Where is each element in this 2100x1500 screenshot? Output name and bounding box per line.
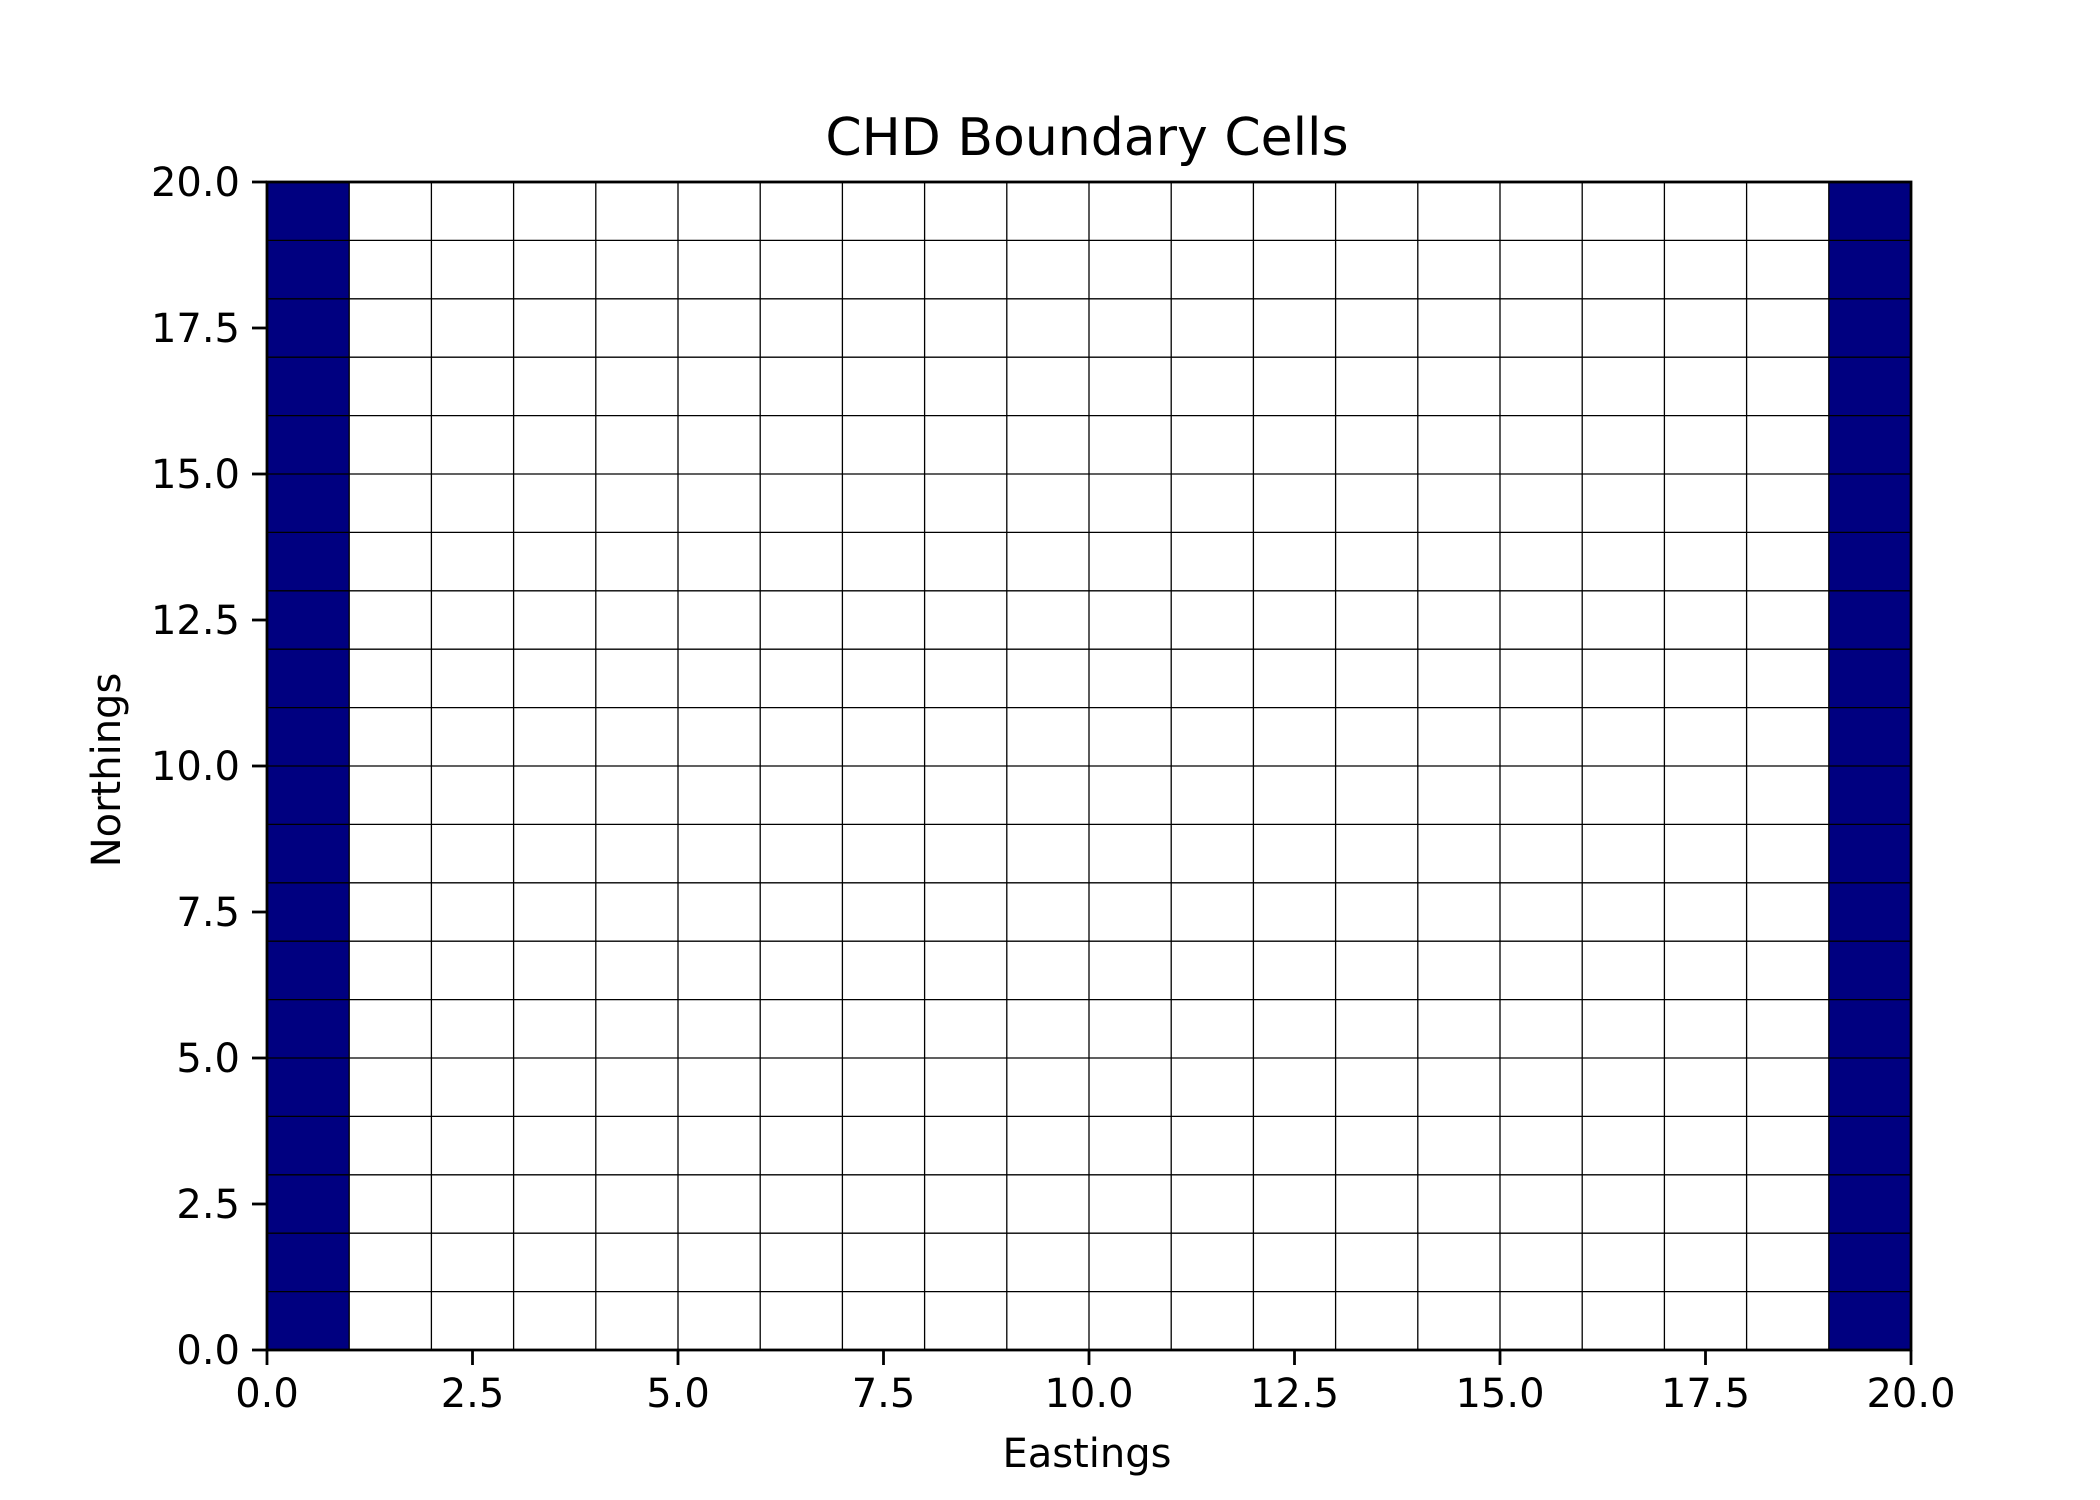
boundary-cell bbox=[1828, 649, 1911, 708]
boundary-cell bbox=[267, 357, 350, 416]
x-tick-label: 5.0 bbox=[646, 1371, 710, 1417]
y-tick-label: 7.5 bbox=[176, 890, 240, 936]
boundary-cell bbox=[267, 415, 350, 474]
y-tick-label: 0.0 bbox=[176, 1328, 240, 1374]
boundary-cell bbox=[1828, 941, 1911, 1000]
x-tick-label: 0.0 bbox=[235, 1371, 299, 1417]
boundary-cell bbox=[1828, 1058, 1911, 1117]
boundary-cell bbox=[267, 941, 350, 1000]
boundary-cell bbox=[1828, 766, 1911, 825]
y-tick-label: 20.0 bbox=[151, 160, 240, 206]
x-tick-label: 20.0 bbox=[1866, 1371, 1955, 1417]
boundary-cell bbox=[267, 182, 350, 241]
y-tick-label: 5.0 bbox=[176, 1036, 240, 1082]
x-tick-label: 7.5 bbox=[852, 1371, 916, 1417]
boundary-cell bbox=[1828, 824, 1911, 883]
y-tick-label: 2.5 bbox=[176, 1182, 240, 1228]
boundary-cell bbox=[267, 1233, 350, 1292]
chart-title: CHD Boundary Cells bbox=[825, 108, 1348, 168]
y-tick-label: 10.0 bbox=[151, 744, 240, 790]
boundary-cell bbox=[267, 532, 350, 591]
boundary-cell bbox=[267, 882, 350, 942]
boundary-cell bbox=[1828, 415, 1911, 474]
boundary-cell bbox=[267, 824, 350, 883]
boundary-cell bbox=[1828, 532, 1911, 591]
y-tick-label: 15.0 bbox=[151, 452, 240, 498]
boundary-cell bbox=[1828, 999, 1911, 1058]
boundary-cell bbox=[1828, 882, 1911, 942]
boundary-cell bbox=[267, 1116, 350, 1175]
boundary-cell bbox=[267, 240, 350, 299]
boundary-cell bbox=[267, 766, 350, 825]
x-axis: 0.0 2.5 5.0 7.5 10.0 12.5 15.0 17.5 20.0 bbox=[235, 1350, 1956, 1417]
boundary-cell bbox=[1828, 298, 1911, 358]
boundary-cell bbox=[267, 999, 350, 1058]
boundary-cell bbox=[267, 1058, 350, 1117]
boundary-cell bbox=[1828, 1233, 1911, 1292]
boundary-cell bbox=[1828, 357, 1911, 416]
boundary-cell bbox=[267, 1291, 350, 1350]
y-axis-label: Northings bbox=[84, 673, 130, 868]
boundary-cell bbox=[1828, 182, 1911, 241]
y-axis: 0.0 2.5 5.0 7.5 10.0 12.5 15.0 17.5 20.0 bbox=[151, 160, 267, 1374]
boundary-cell bbox=[1828, 1116, 1911, 1175]
x-tick-label: 15.0 bbox=[1455, 1371, 1544, 1417]
boundary-cell bbox=[267, 707, 350, 766]
boundary-cell bbox=[267, 1174, 350, 1234]
boundary-cell bbox=[1828, 590, 1911, 650]
boundary-cell bbox=[267, 474, 350, 533]
boundary-cell bbox=[267, 298, 350, 358]
boundary-cell bbox=[267, 649, 350, 708]
boundary-cell bbox=[1828, 1174, 1911, 1234]
x-axis-label: Eastings bbox=[1002, 1431, 1171, 1477]
boundary-cell bbox=[1828, 1291, 1911, 1350]
plot-area bbox=[265, 180, 1913, 1352]
boundary-cell bbox=[267, 590, 350, 650]
y-tick-label: 12.5 bbox=[151, 598, 240, 644]
x-tick-label: 10.0 bbox=[1044, 1371, 1133, 1417]
x-tick-label: 2.5 bbox=[441, 1371, 505, 1417]
boundary-cell bbox=[1828, 707, 1911, 766]
y-tick-label: 17.5 bbox=[151, 306, 240, 352]
x-tick-label: 17.5 bbox=[1661, 1371, 1750, 1417]
x-tick-label: 12.5 bbox=[1250, 1371, 1339, 1417]
boundary-cell bbox=[1828, 474, 1911, 533]
boundary-cell bbox=[1828, 240, 1911, 299]
